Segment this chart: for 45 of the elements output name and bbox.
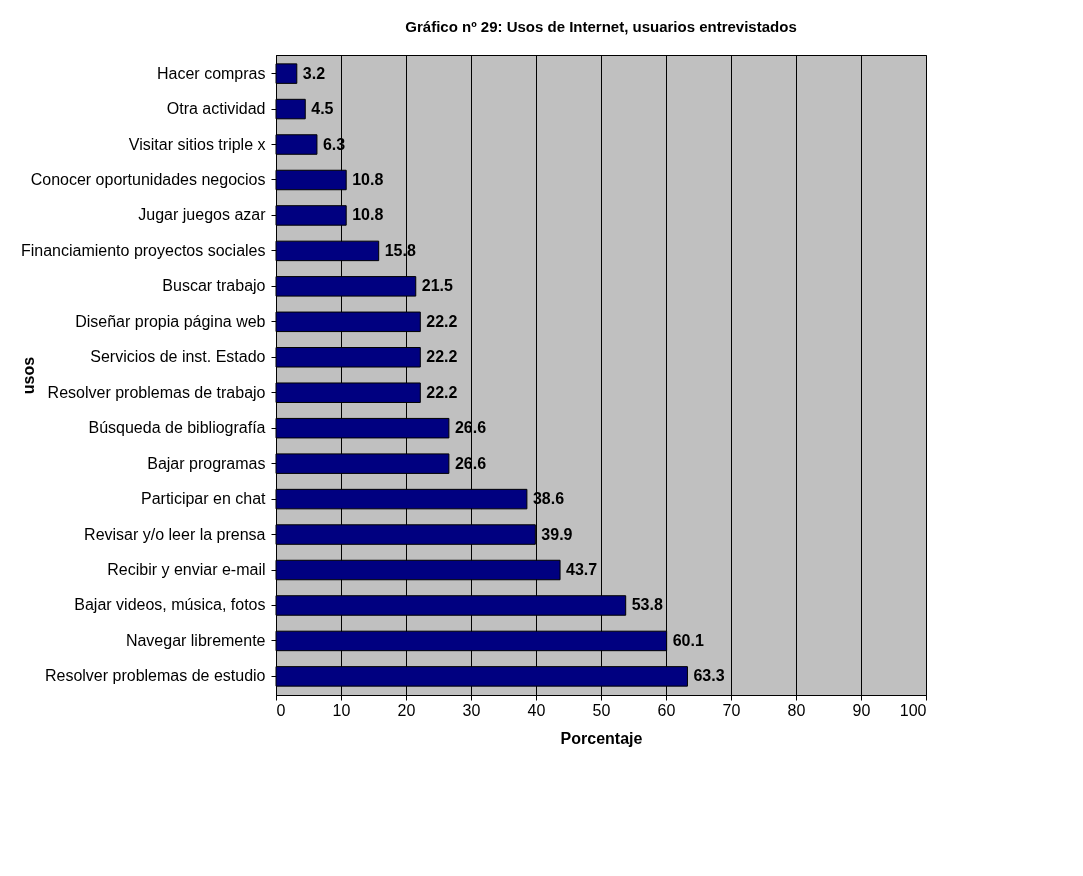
data-label: 22.2: [426, 348, 458, 366]
data-label: 4.5: [311, 100, 334, 118]
x-axis-title: Porcentaje: [560, 729, 643, 747]
y-axis-title: usos: [19, 356, 37, 395]
x-tick-label: 80: [787, 701, 806, 719]
x-tick-label: 40: [527, 701, 546, 719]
data-label: 22.2: [426, 383, 458, 401]
y-tick-label: Diseñar propia página web: [75, 312, 266, 330]
data-label: 39.9: [541, 525, 573, 543]
x-tick-label: 10: [332, 701, 351, 719]
y-tick-label: Resolver problemas de estudio: [44, 667, 266, 685]
y-tick-label: Financiamiento proyectos sociales: [20, 241, 266, 259]
chart-title: Gráfico nº 29: Usos de Internet, usuarios entrevistados: [405, 18, 797, 35]
data-label: 21.5: [421, 277, 453, 295]
y-tick-label: Otra actividad: [166, 100, 266, 118]
y-tick-label: Participar en chat: [140, 490, 267, 508]
x-tick-label: 70: [722, 701, 741, 719]
y-tick-label: Navegar libremente: [125, 631, 266, 649]
data-label: 60.1: [672, 631, 704, 649]
data-label: 10.8: [352, 206, 384, 224]
x-tick-label: 0: [276, 701, 286, 719]
data-label: 63.3: [693, 667, 725, 685]
y-tick-label: Bajar videos, música, fotos: [74, 596, 266, 614]
y-tick-label: Recibir y enviar e-mail: [107, 561, 266, 579]
x-tick-label: 100: [899, 701, 927, 719]
y-tick-label: Jugar juegos azar: [138, 206, 267, 224]
data-label: 22.2: [426, 312, 458, 330]
y-tick-label: Revisar y/o leer la prensa: [84, 525, 266, 543]
x-tick-label: 60: [657, 701, 676, 719]
y-tick-label: Visitar sitios triple x: [128, 135, 266, 153]
data-label: 3.2: [302, 64, 326, 82]
y-tick-label: Servicios de inst. Estado: [90, 348, 266, 366]
y-tick-label: Resolver problemas de trabajo: [47, 383, 266, 401]
y-tick-label: Búsqueda de bibliografía: [88, 419, 266, 437]
x-tick-label: 90: [852, 701, 871, 719]
y-tick-label: Hacer compras: [157, 64, 266, 82]
y-tick-label: Bajar programas: [147, 454, 266, 472]
x-tick-label: 50: [592, 701, 611, 719]
data-label: 43.7: [566, 561, 598, 579]
y-tick-label: Conocer oportunidades negocios: [30, 170, 266, 188]
data-label: 10.8: [352, 170, 384, 188]
x-tick-label: 30: [462, 701, 481, 719]
data-label: 53.8: [631, 596, 663, 614]
y-tick-label: Buscar trabajo: [162, 277, 266, 295]
x-tick-label: 20: [397, 701, 416, 719]
